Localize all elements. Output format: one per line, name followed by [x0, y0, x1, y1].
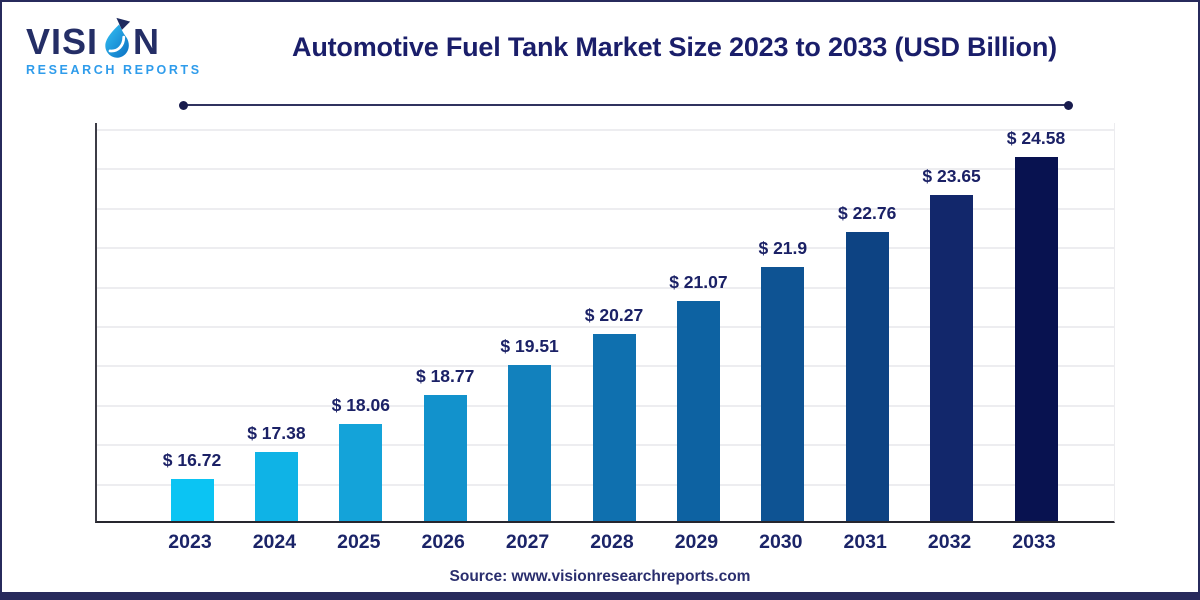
bar-2028: [592, 334, 636, 521]
chart-title: Automotive Fuel Tank Market Size 2023 to…: [292, 32, 1057, 62]
logo-text-visi: VISI: [26, 21, 99, 62]
bar-value-label-2028: $ 20.27: [584, 305, 644, 325]
bar-value-label-2029: $ 21.07: [669, 272, 728, 292]
bar-value-label-2024: $ 17.38: [247, 423, 306, 443]
divider-dot-right: [1064, 101, 1073, 110]
gridline: [97, 129, 1114, 131]
x-axis-label-2026: 2026: [421, 531, 465, 553]
logo-text-n: N: [133, 21, 161, 62]
x-axis-label-2024: 2024: [252, 531, 297, 553]
logo-droplet-arrow-icon: [105, 17, 131, 58]
bottom-accent-bar: [2, 592, 1198, 598]
bar-value-label-2033: $ 24.58: [1006, 128, 1066, 148]
source-text: Source: www.visionresearchreports.com: [449, 568, 751, 585]
logo-subtitle: RESEARCH REPORTS: [26, 63, 202, 77]
bar-2027: [508, 365, 552, 521]
bar-2024: [254, 452, 298, 521]
gridline: [97, 286, 1114, 289]
x-axis-label-2023: 2023: [168, 531, 212, 553]
x-axis-label-2032: 2032: [927, 531, 972, 553]
bar-value-label-2027: $ 19.51: [500, 336, 559, 356]
bar-2030: [761, 267, 805, 521]
bar-value-label-2030: $ 21.9: [758, 238, 808, 258]
vision-research-reports-logo: VISI N RESEARCH REPORTS: [26, 17, 202, 77]
x-axis-label-2030: 2030: [759, 531, 803, 553]
bar-value-label-2031: $ 22.76: [837, 203, 897, 223]
bar-2026: [423, 395, 467, 521]
gridline: [97, 247, 1114, 250]
x-axis-label-2031: 2031: [843, 531, 887, 553]
title-divider: [179, 101, 1073, 110]
x-axis-label-2027: 2027: [505, 531, 550, 553]
x-axis-label-2029: 2029: [674, 531, 719, 553]
logo-wordmark: VISI N: [26, 17, 202, 62]
x-axis-labels: 2023 2024 2025 2026 2027 2028 2029 2030 2031 2032…: [95, 531, 1115, 557]
bar-value-label-2026: $ 18.77: [415, 366, 475, 386]
gridline: [97, 168, 1114, 171]
bar-2029: [676, 301, 720, 521]
x-axis-label-2033: 2033: [1012, 531, 1056, 553]
gridline: [97, 207, 1114, 210]
bar-2023: [170, 479, 214, 521]
bar-2032: [930, 195, 974, 521]
x-axis-label-2025: 2025: [337, 531, 381, 553]
plot-area: $ 16.72 $ 17.38 $ 18.06 $ 18.77 $ 19.51 $ 20.…: [95, 123, 1115, 523]
bar-value-label-2032: $ 23.65: [922, 166, 981, 186]
divider-dot-left: [179, 101, 188, 110]
gridline: [97, 326, 1114, 328]
bar-2031: [845, 232, 889, 521]
bar-value-label-2023: $ 16.72: [162, 450, 222, 470]
bar-2033: [1014, 157, 1058, 521]
divider-line: [184, 104, 1068, 106]
bar-2025: [339, 424, 383, 521]
bar-value-label-2025: $ 18.06: [331, 395, 390, 415]
x-axis-label-2028: 2028: [590, 531, 634, 553]
